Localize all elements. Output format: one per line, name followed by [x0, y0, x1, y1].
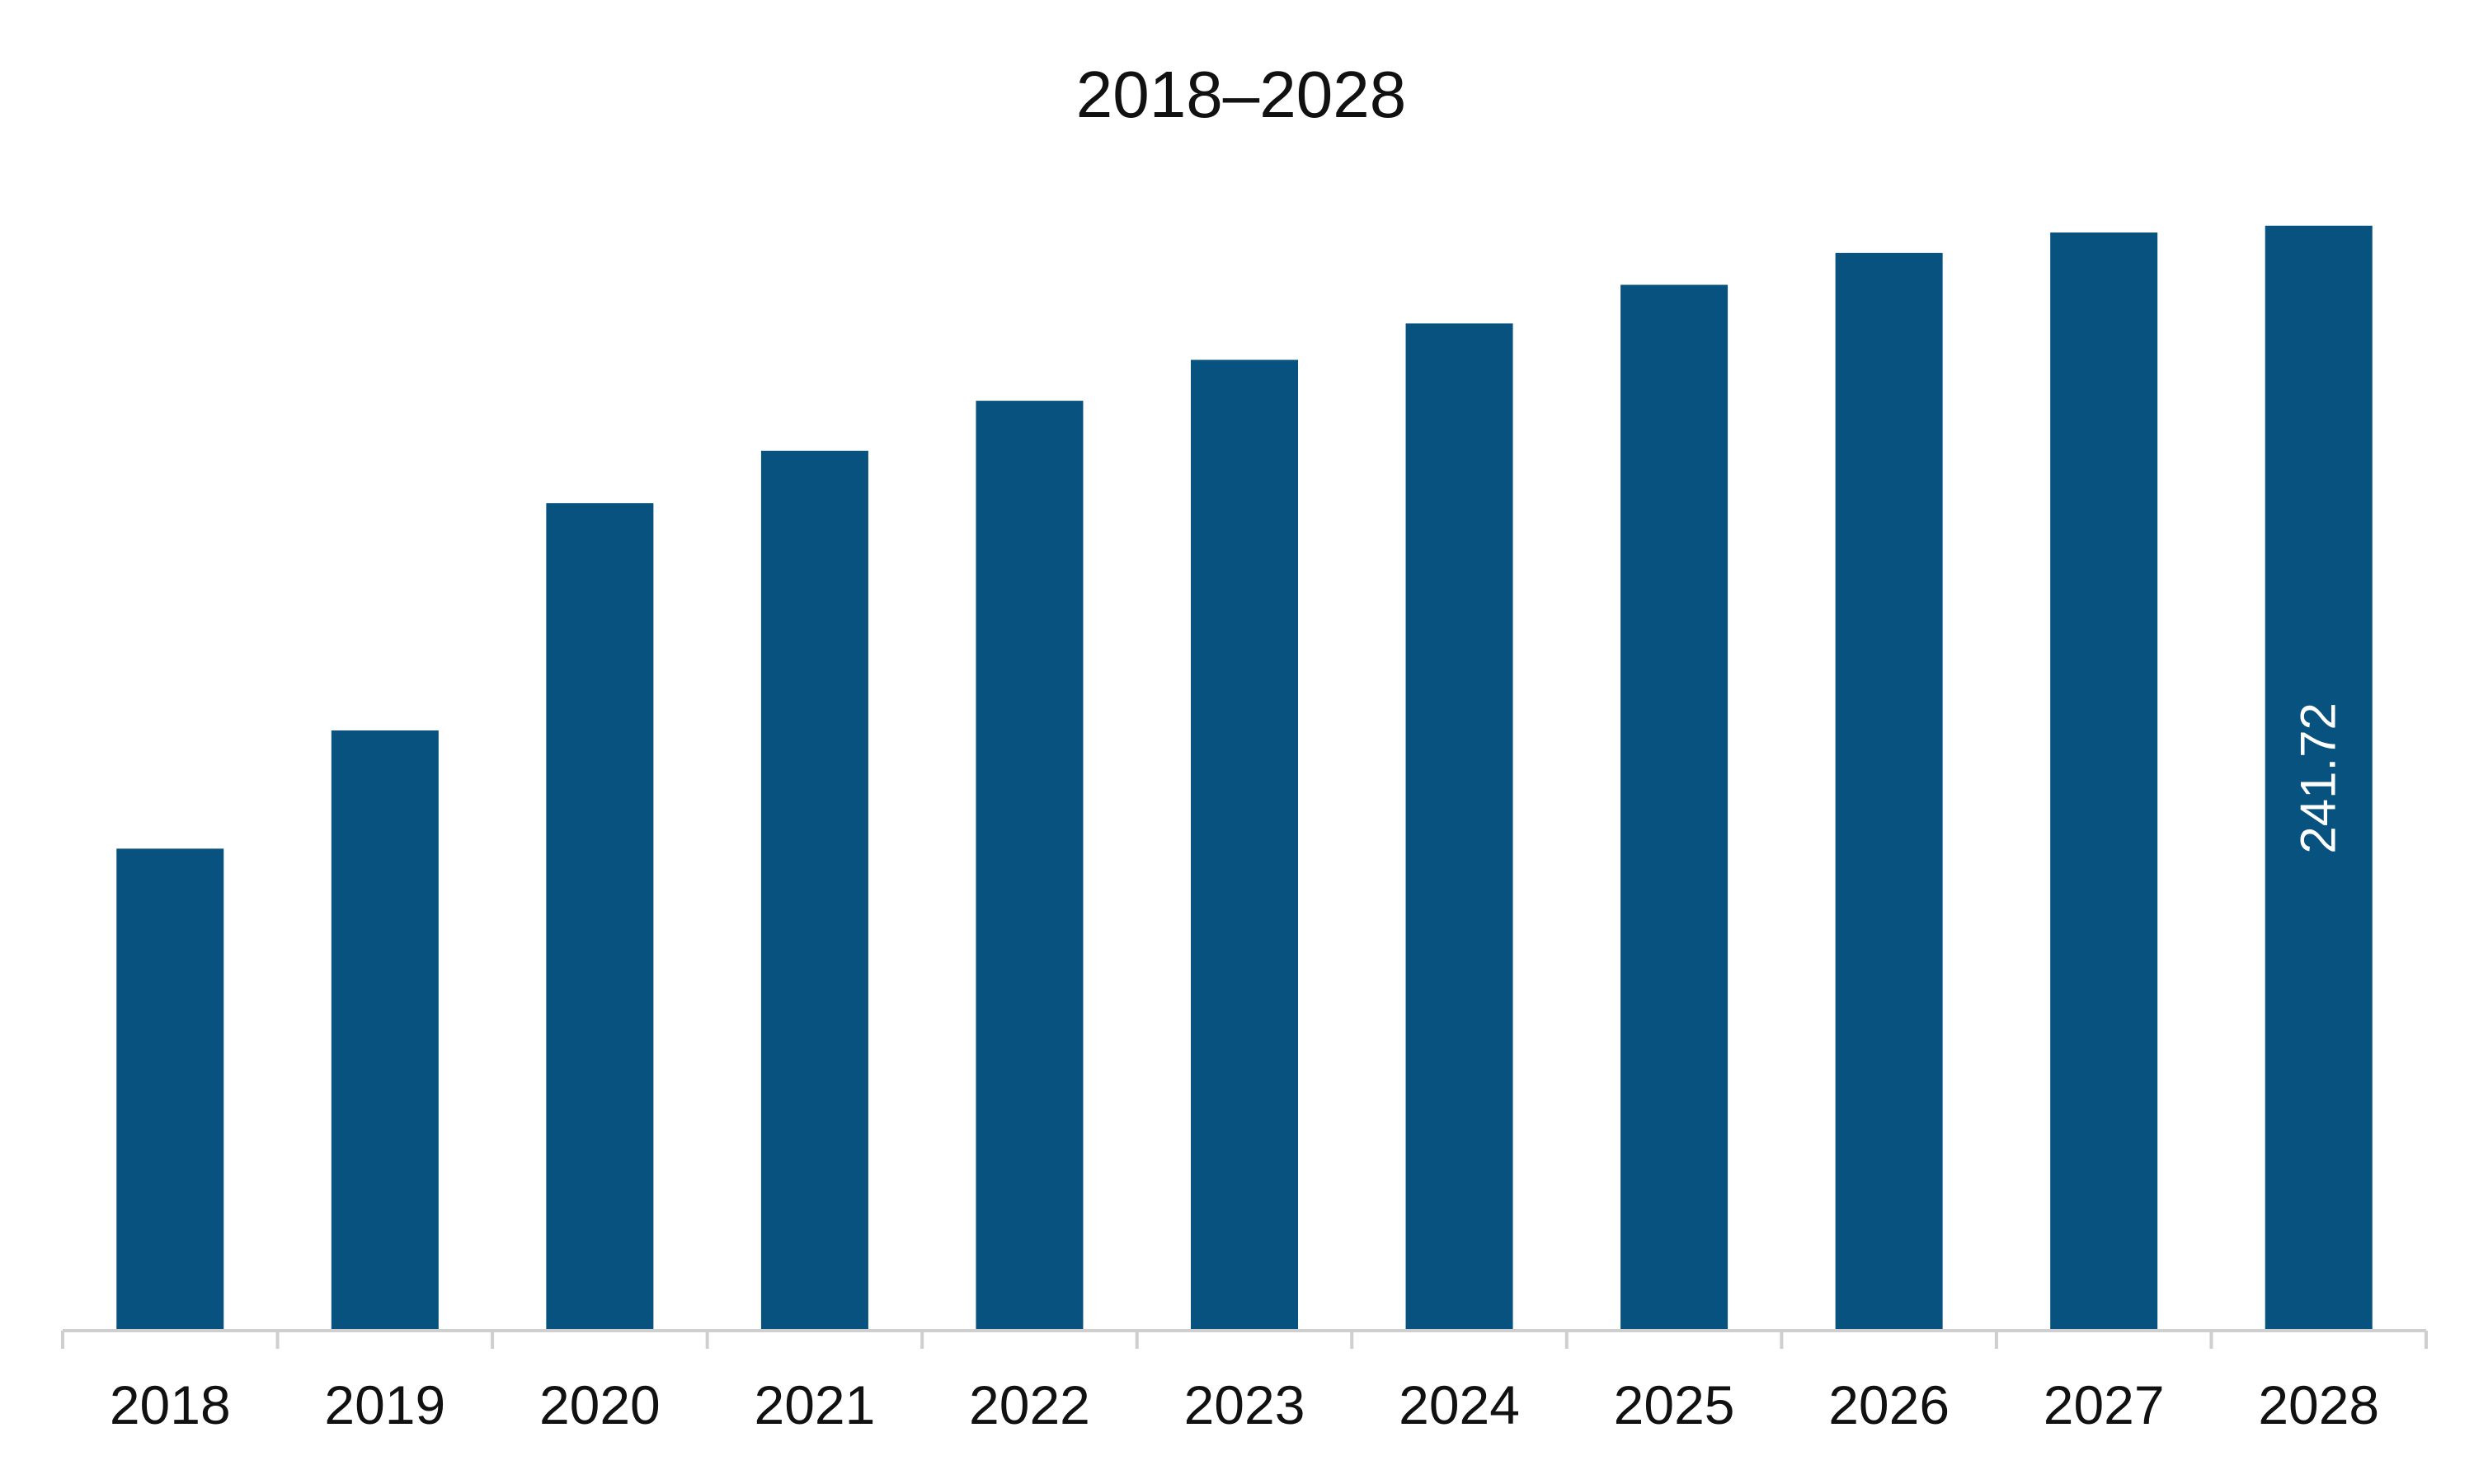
bar-2020	[546, 503, 654, 1331]
bar-2026	[1835, 252, 1943, 1331]
x-tick-label-2022: 2022	[969, 1374, 1090, 1435]
bar-2022	[976, 401, 1084, 1331]
tick-labels: 2018 2019 2020 2021 2022 2023 2024 2025 2026 2027…	[110, 1374, 2379, 1435]
x-tick-label-2027: 2027	[2044, 1374, 2165, 1435]
bar-2028	[2265, 225, 2373, 1331]
x-tick-label-2023: 2023	[1184, 1374, 1305, 1435]
bar-2027	[2050, 232, 2158, 1331]
data-labels: 241.72	[2291, 702, 2346, 854]
bar-2018	[116, 848, 224, 1331]
bars-layer	[116, 225, 2373, 1331]
chart-title: 2018–2028	[1076, 58, 1406, 131]
bar-2025	[1620, 284, 1729, 1331]
x-tick-label-2024: 2024	[1399, 1374, 1520, 1435]
bar-2019	[331, 730, 439, 1331]
x-tick-label-2026: 2026	[1828, 1374, 1950, 1435]
x-tick-label-2018: 2018	[110, 1374, 231, 1435]
bar-2023	[1191, 359, 1298, 1331]
x-tick-label-2028: 2028	[2258, 1374, 2379, 1435]
bar-2024	[1405, 323, 1513, 1331]
x-tick-label-2019: 2019	[324, 1374, 445, 1435]
x-tick-label-2025: 2025	[1614, 1374, 1735, 1435]
bar-2021	[760, 450, 868, 1331]
x-axis	[61, 1329, 2428, 1349]
x-tick-label-2021: 2021	[754, 1374, 875, 1435]
x-tick-label-2020: 2020	[539, 1374, 661, 1435]
data-label-2028: 241.72	[2291, 702, 2346, 854]
